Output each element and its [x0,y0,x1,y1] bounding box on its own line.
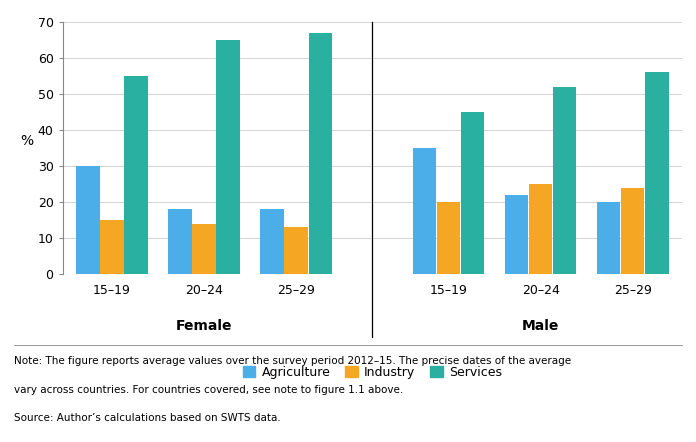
Text: Note: The figure reports average values over the survey period 2012–15. The prec: Note: The figure reports average values … [14,356,571,366]
Bar [413,148,436,274]
Text: Female: Female [176,320,232,333]
Bar [597,202,620,274]
Text: vary across countries. For countries covered, see note to figure 1.1 above.: vary across countries. For countries cov… [14,385,403,395]
Bar [621,188,644,274]
Bar [553,87,576,274]
Bar [168,209,191,274]
Bar [100,220,124,274]
Legend: Agriculture, Industry, Services: Agriculture, Industry, Services [237,361,507,384]
Bar [192,224,216,274]
Y-axis label: %: % [20,134,33,148]
Bar [505,195,528,274]
Bar [76,166,100,274]
Bar [645,72,669,274]
Bar [125,76,148,274]
Bar [260,209,284,274]
Bar [308,33,332,274]
Bar [437,202,460,274]
Bar [529,184,553,274]
Bar [285,227,308,274]
Bar [461,112,484,274]
Bar [216,40,240,274]
Text: Source: Author’s calculations based on SWTS data.: Source: Author’s calculations based on S… [14,413,280,423]
Text: Male: Male [522,320,560,333]
